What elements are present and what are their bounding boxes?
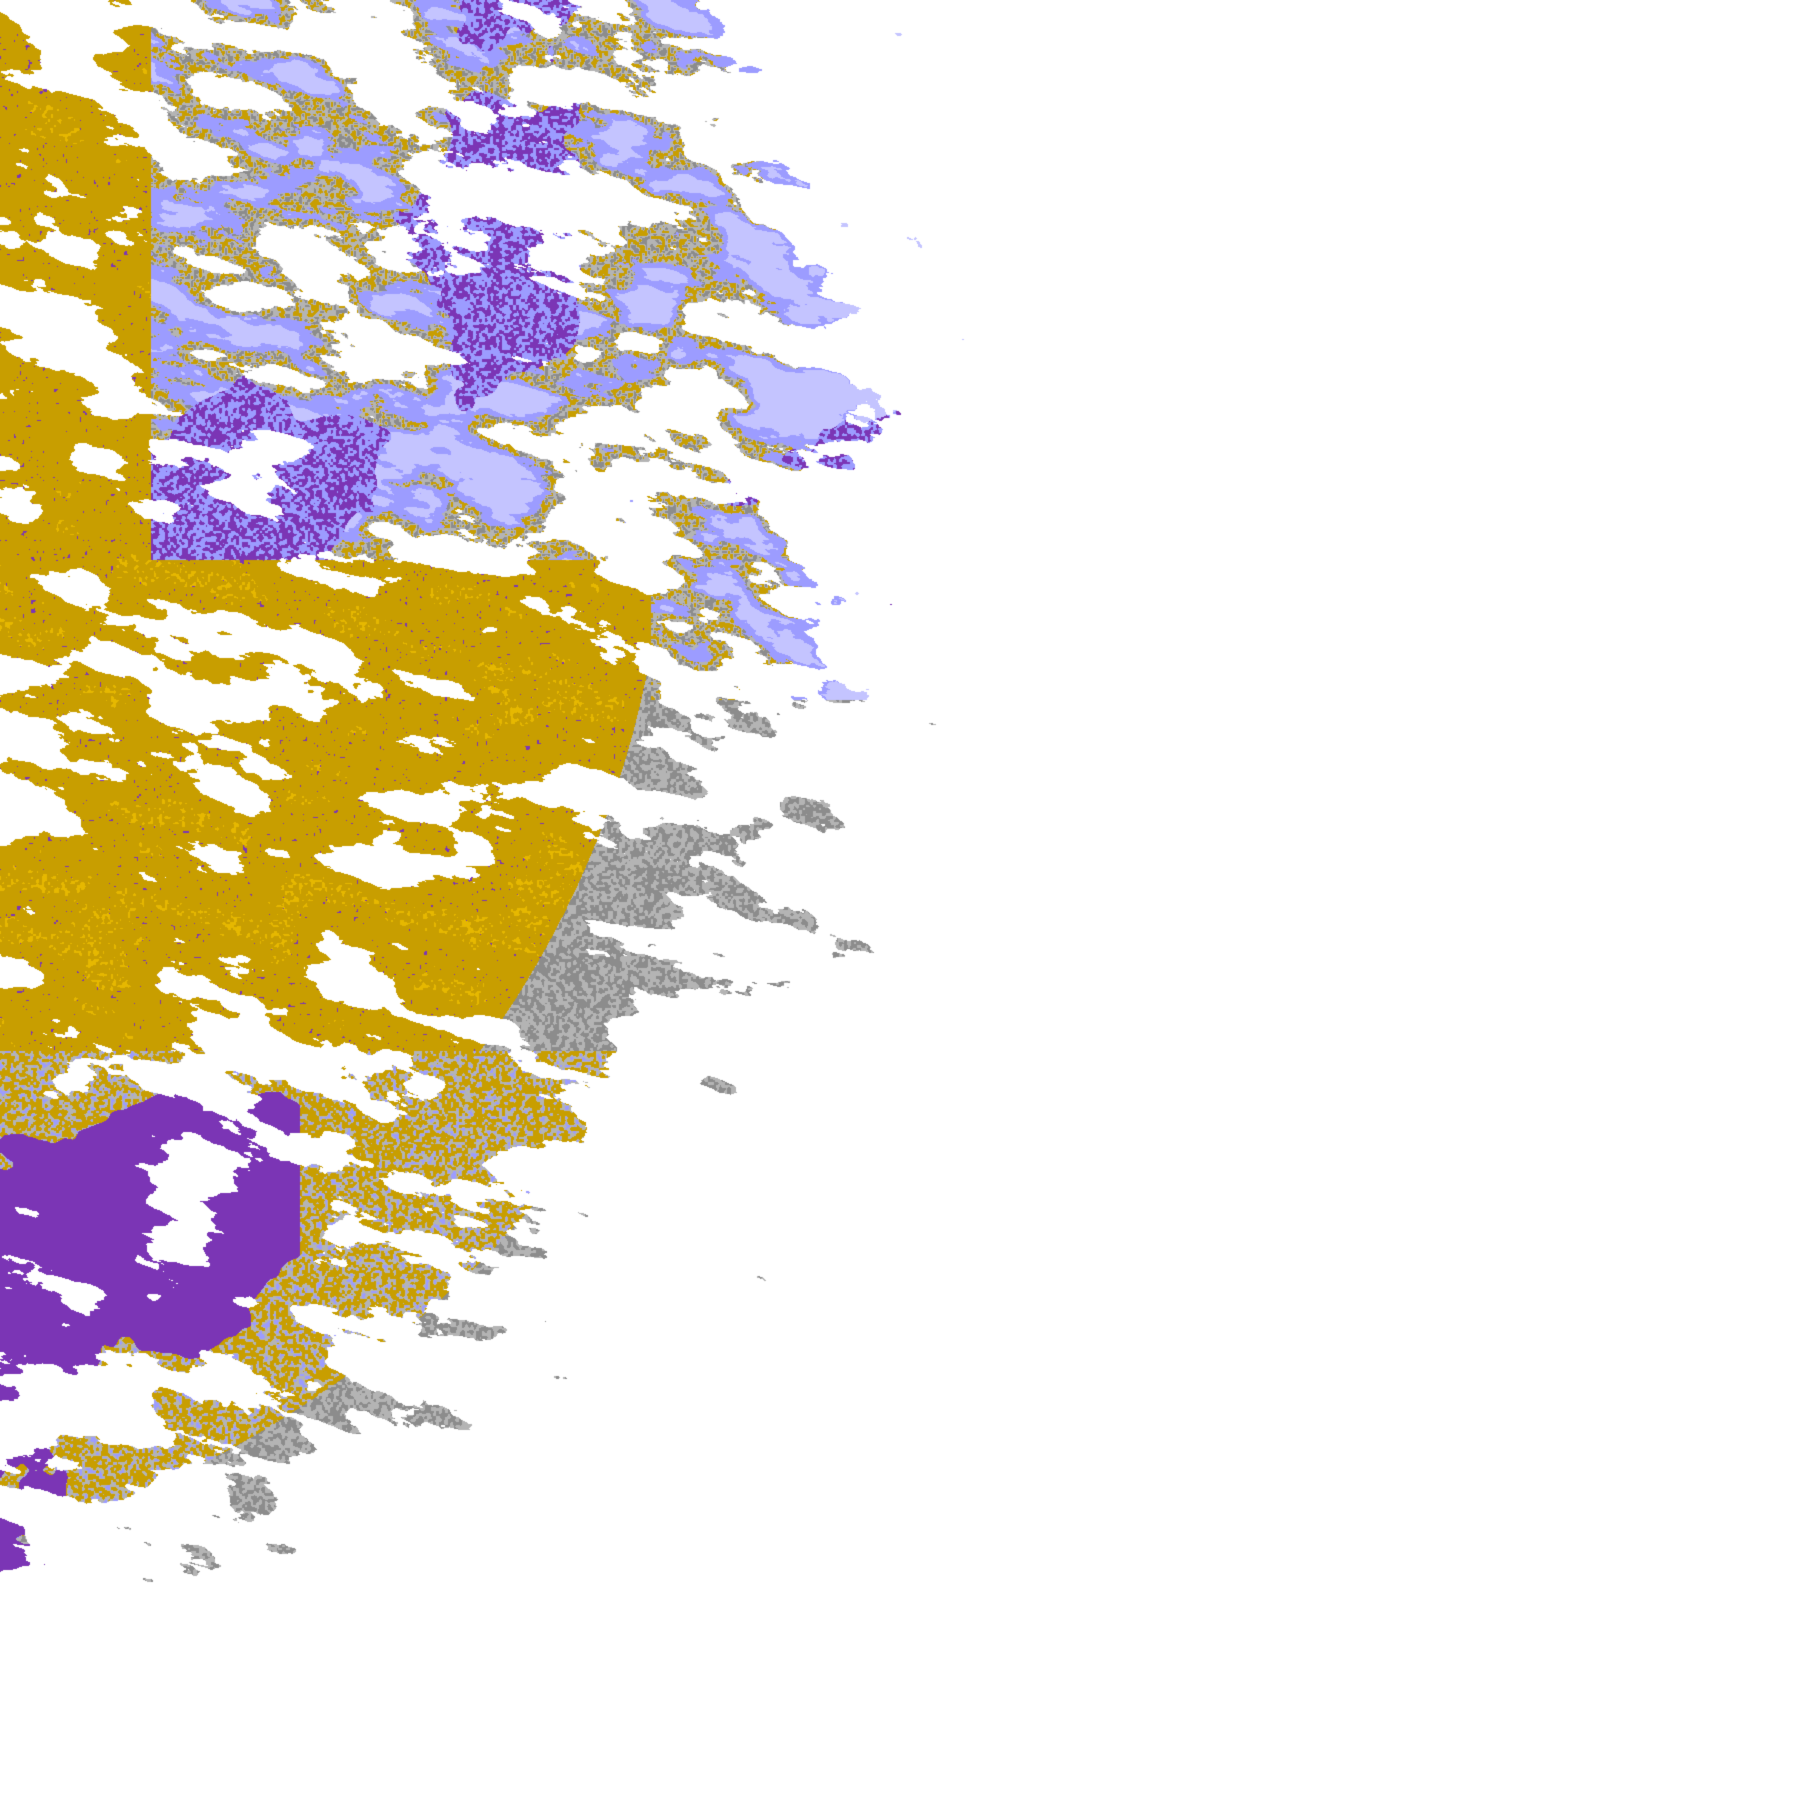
cloud-type-map xyxy=(0,0,1800,1800)
satellite-image xyxy=(0,0,1800,1800)
